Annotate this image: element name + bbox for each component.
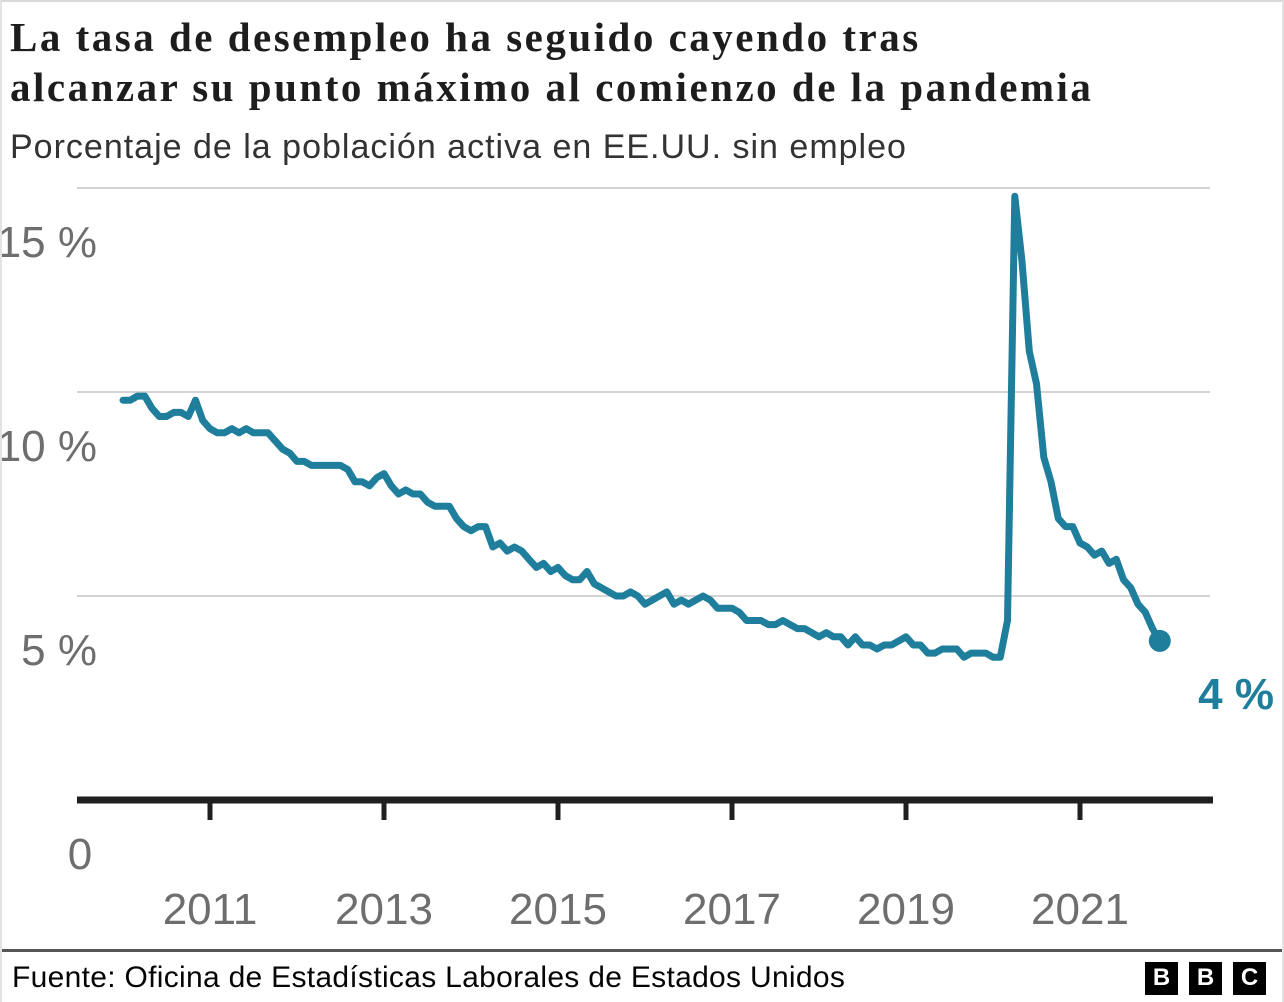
x-axis-label: 2021 bbox=[1031, 885, 1129, 934]
chart-title-line2: alcanzar su punto máximo al comienzo de … bbox=[10, 64, 1094, 110]
chart-footer: Fuente: Oficina de Estadísticas Laborale… bbox=[2, 949, 1282, 1002]
bbc-logo-block-b1: B bbox=[1145, 961, 1178, 995]
bbc-logo: B B C bbox=[1145, 961, 1266, 995]
x-axis-label: 2017 bbox=[683, 885, 781, 934]
y-axis-label: 15 % bbox=[2, 218, 97, 267]
bbc-logo-block-b2: B bbox=[1189, 961, 1222, 995]
x-axis-label: 2019 bbox=[857, 885, 955, 934]
unemployment-line-chart: 15 % 10 % 5 % 0 2011 2013 2015 2017 2019 2021 4 % bbox=[2, 187, 1274, 934]
end-point-marker bbox=[1148, 629, 1171, 652]
chart-header: La tasa de desempleo ha seguido cayendo … bbox=[2, 2, 1282, 178]
bbc-logo-block-c: C bbox=[1233, 961, 1266, 995]
latest-value-label: 4 % bbox=[1198, 670, 1274, 719]
x-axis-label: 2013 bbox=[335, 885, 433, 934]
x-axis-label: 2011 bbox=[163, 885, 258, 934]
unemployment-trend-line bbox=[119, 192, 1164, 661]
y-axis-zero-label: 0 bbox=[68, 830, 92, 879]
chart-title-line1: La tasa de desempleo ha seguido cayendo … bbox=[10, 14, 921, 60]
source-attribution: Fuente: Oficina de Estadísticas Laborale… bbox=[12, 961, 846, 994]
chart-subtitle: Porcentaje de la población activa en EE.… bbox=[10, 128, 907, 166]
chart-title: La tasa de desempleo ha seguido cayendo … bbox=[10, 12, 1276, 112]
x-axis-label: 2015 bbox=[509, 885, 607, 934]
y-axis-label: 5 % bbox=[21, 626, 97, 675]
y-axis-label: 10 % bbox=[2, 422, 97, 471]
